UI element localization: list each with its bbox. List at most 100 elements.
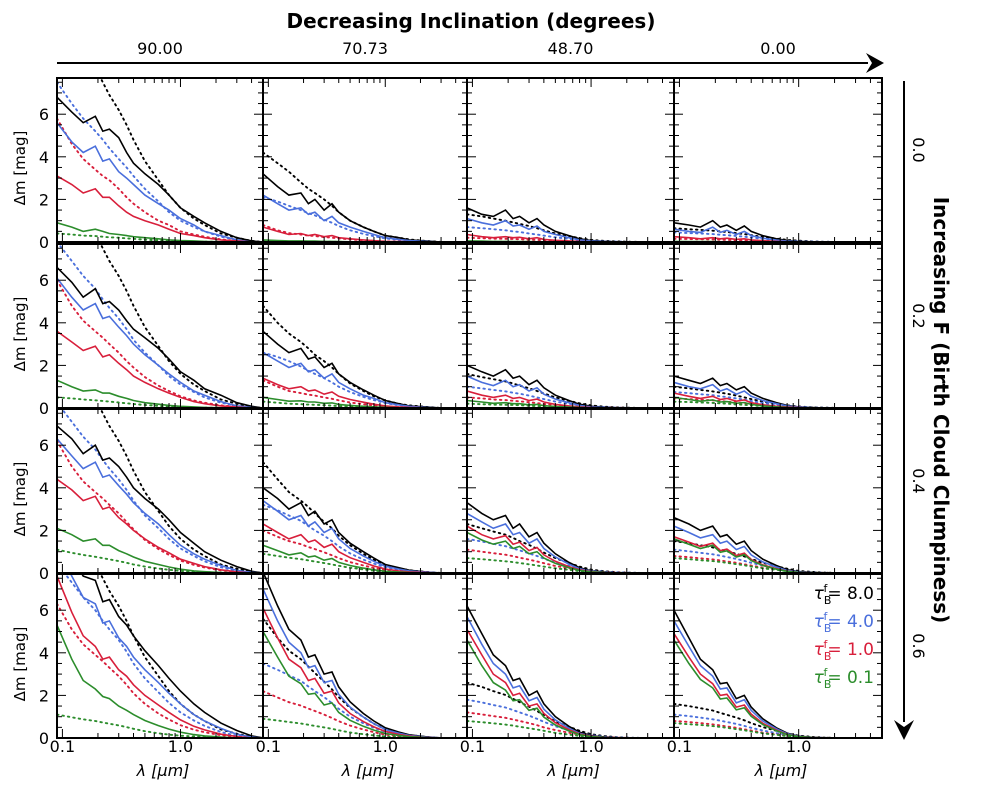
series-dotted-1 bbox=[263, 351, 467, 408]
panel-frame bbox=[673, 408, 883, 574]
x-tick-label-0: 1.0 bbox=[168, 737, 193, 756]
panel-plot-area bbox=[57, 78, 263, 242]
series-solid-2 bbox=[57, 330, 263, 408]
panel-frame bbox=[56, 573, 264, 739]
tau-symbol: τ bbox=[814, 612, 825, 632]
series-dotted-1 bbox=[64, 574, 263, 738]
y-tick-label-1: 2 bbox=[39, 356, 49, 375]
panel-frame bbox=[673, 243, 883, 409]
series-solid-1 bbox=[467, 512, 674, 573]
series-solid-0 bbox=[674, 219, 882, 242]
series-solid-3 bbox=[263, 544, 467, 573]
panel-1-3 bbox=[673, 243, 883, 409]
legend-entry-3: τBf= 0.1 bbox=[814, 666, 874, 691]
y-axis-label-0: Δm [mag] bbox=[11, 131, 29, 206]
panel-frame bbox=[56, 77, 264, 243]
series-dotted-2 bbox=[57, 602, 263, 738]
series-solid-3 bbox=[467, 531, 674, 573]
panel-grid bbox=[56, 77, 883, 739]
inclination-arrowhead-icon bbox=[866, 53, 884, 73]
y-axis-label-1: Δm [mag] bbox=[11, 297, 29, 372]
series-solid-1 bbox=[69, 574, 263, 738]
x-axis-label-0: λ [μm] bbox=[136, 761, 190, 780]
series-solid-0 bbox=[467, 605, 674, 738]
series-solid-1 bbox=[674, 620, 882, 738]
clumpiness-label-3: 0.6 bbox=[909, 633, 928, 658]
panel-0-0 bbox=[56, 77, 264, 243]
y-axis-label-3: Δm [mag] bbox=[11, 627, 29, 702]
y-tick-label-3: 4 bbox=[39, 644, 49, 663]
series-dotted-3 bbox=[263, 717, 467, 738]
clumpiness-label-1: 0.2 bbox=[909, 303, 928, 328]
panel-plot-area bbox=[263, 304, 467, 408]
panel-frame bbox=[673, 77, 883, 243]
series-solid-2 bbox=[674, 633, 882, 738]
y-axis-label-2: Δm [mag] bbox=[11, 462, 29, 537]
series-solid-0 bbox=[57, 266, 263, 408]
series-dotted-0 bbox=[99, 574, 263, 738]
y-tick-label-0: 6 bbox=[39, 105, 49, 124]
tau-subscript: B bbox=[824, 594, 832, 607]
series-solid-3 bbox=[674, 538, 882, 573]
series-solid-0 bbox=[467, 502, 674, 573]
tau-symbol: τ bbox=[814, 640, 825, 660]
inclination-label-1: 70.73 bbox=[342, 39, 388, 58]
panel-3-0 bbox=[56, 573, 264, 739]
series-dotted-0 bbox=[99, 244, 263, 408]
panel-frame bbox=[262, 573, 468, 739]
series-solid-1 bbox=[467, 616, 674, 738]
panel-0-1 bbox=[262, 77, 468, 243]
series-solid-1 bbox=[674, 381, 882, 408]
panel-plot-area bbox=[57, 574, 263, 738]
series-dotted-0 bbox=[467, 523, 674, 573]
legend-entry-0: τBf= 8.0 bbox=[814, 582, 874, 607]
panel-frame bbox=[466, 77, 675, 243]
series-solid-2 bbox=[57, 575, 263, 738]
legend-value: = 0.1 bbox=[827, 668, 874, 688]
inclination-label-2: 48.70 bbox=[548, 39, 594, 58]
series-solid-1 bbox=[467, 375, 674, 408]
inclination-label-3: 0.00 bbox=[760, 39, 796, 58]
panel-plot-area bbox=[57, 409, 263, 573]
legend-value: = 8.0 bbox=[827, 584, 874, 604]
axis-labels: 90.00 70.73 48.70 0.00 0.0 0.2 0.4 0.6 0 2 4 6 Δm [m… bbox=[11, 39, 928, 780]
panel-frame bbox=[466, 408, 675, 574]
series-dotted-0 bbox=[674, 702, 882, 738]
series-solid-0 bbox=[467, 364, 674, 408]
y-tick-label-1: 6 bbox=[39, 271, 49, 290]
panel-frame bbox=[466, 573, 675, 739]
panel-plot-area bbox=[467, 364, 674, 408]
series-solid-2 bbox=[467, 525, 674, 573]
tau-superscript: f bbox=[823, 582, 828, 595]
x-tick-label-3: 1.0 bbox=[786, 737, 811, 756]
series-solid-3 bbox=[674, 639, 882, 738]
series-dotted-1 bbox=[263, 196, 467, 242]
series-solid-1 bbox=[57, 277, 263, 408]
x-axis-label-3: λ [μm] bbox=[754, 761, 808, 780]
x-tick-label-2: 0.1 bbox=[460, 737, 485, 756]
panel-plot-area bbox=[263, 151, 467, 242]
series-solid-1 bbox=[263, 194, 467, 242]
series-dotted-2 bbox=[467, 548, 674, 573]
legend-entry-1: τBf= 4.0 bbox=[814, 610, 874, 635]
series-dotted-0 bbox=[99, 409, 263, 573]
legend-value: = 1.0 bbox=[827, 640, 874, 660]
y-tick-label-0: 2 bbox=[39, 190, 49, 209]
panel-plot-area bbox=[467, 502, 674, 573]
series-dotted-1 bbox=[263, 503, 467, 573]
panel-plot-area bbox=[467, 605, 674, 738]
y-tick-label-2: 2 bbox=[39, 521, 49, 540]
y-tick-label-2: 0 bbox=[39, 564, 49, 583]
series-dotted-0 bbox=[99, 78, 263, 242]
panel-2-0 bbox=[56, 408, 264, 574]
series-dotted-1 bbox=[467, 385, 674, 408]
series-dotted-2 bbox=[57, 439, 263, 573]
panel-plot-area bbox=[263, 461, 467, 573]
y-tick-label-0: 4 bbox=[39, 148, 49, 167]
series-dotted-0 bbox=[467, 372, 674, 408]
series-solid-2 bbox=[467, 628, 674, 738]
x-tick-label-3: 0.1 bbox=[667, 737, 692, 756]
panel-1-2 bbox=[466, 243, 675, 409]
panel-plot-area bbox=[674, 516, 882, 573]
